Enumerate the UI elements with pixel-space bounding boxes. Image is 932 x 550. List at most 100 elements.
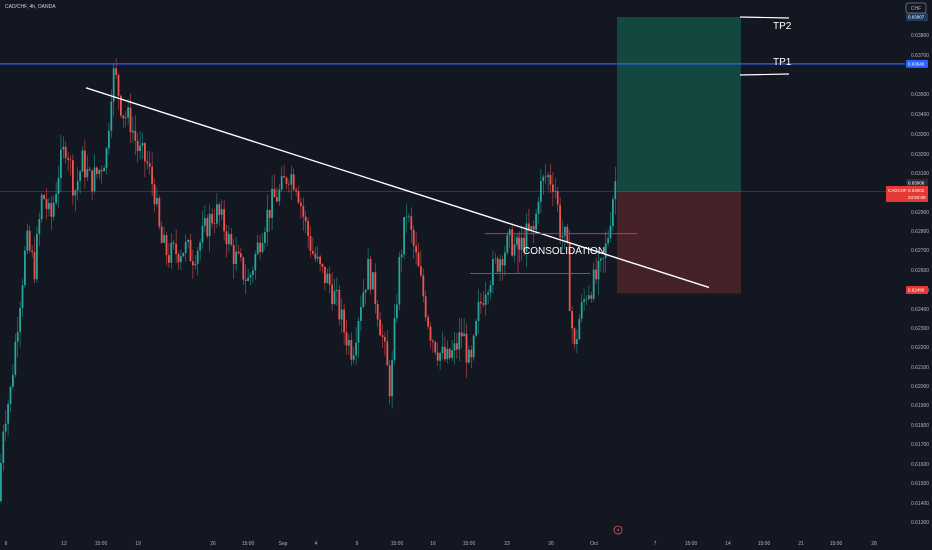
currency-selector[interactable]: CHF <box>905 2 927 14</box>
resistance-price-tag[interactable]: 0.63640 <box>906 59 928 68</box>
candle-body <box>283 176 285 178</box>
candle-up <box>391 350 393 409</box>
candle-up <box>600 256 602 273</box>
symbol-price-tag[interactable]: CADCHF 0.63002 03:50:09 <box>886 186 928 202</box>
candle-down <box>160 221 163 244</box>
candle-body <box>146 161 149 164</box>
candle-up <box>516 235 518 248</box>
candle-body <box>600 258 602 261</box>
candle-body <box>489 285 492 293</box>
candle-body <box>470 349 473 358</box>
candle-up <box>290 165 293 200</box>
stop-price-tag[interactable]: 0.62490 <box>906 286 928 294</box>
candle-down <box>331 272 333 311</box>
candle-body <box>494 258 497 260</box>
candle-down <box>573 326 576 350</box>
candle-down <box>410 207 413 243</box>
candle-body <box>307 221 309 237</box>
candle-body <box>583 299 585 302</box>
time-axis[interactable]: 6 12 15:00 19 26 15:00 Sep 4 9 15:00 16 15:00 23 26 Oc… <box>5 541 877 547</box>
candle-down <box>590 291 593 304</box>
candle-up <box>180 249 182 271</box>
candle-body <box>446 348 449 360</box>
alert-icon[interactable] <box>613 525 623 535</box>
candle-body <box>194 263 197 266</box>
candle-body <box>48 202 50 210</box>
candle-down <box>324 266 326 291</box>
candle-body <box>328 273 331 285</box>
candle-body <box>151 166 153 185</box>
candle-up <box>580 294 583 323</box>
tp2-price-tag[interactable]: 0.63907 <box>906 13 928 21</box>
candle-body <box>33 252 36 280</box>
candle-body <box>115 68 117 75</box>
candle-down <box>64 141 67 164</box>
candle-body <box>9 386 12 405</box>
candle-up <box>393 304 396 364</box>
candle-body <box>374 272 377 304</box>
candle-body <box>568 242 571 312</box>
tp2-line[interactable] <box>739 16 790 19</box>
candle-body <box>573 328 576 345</box>
candle-down <box>288 179 290 193</box>
candle-up <box>508 228 511 249</box>
candle-down <box>338 285 341 326</box>
y-tick-label: 0.61600 <box>911 462 929 468</box>
y-tick-label: 0.62300 <box>911 326 929 332</box>
candle-body <box>576 339 578 345</box>
candle-up <box>235 236 237 272</box>
candle-body <box>19 308 21 332</box>
candle-body <box>132 130 134 133</box>
candle-body <box>357 320 360 343</box>
candle-body <box>391 360 393 397</box>
consolidation-label: CONSOLIDATION <box>523 246 605 257</box>
candle-body <box>592 269 595 299</box>
candle-body <box>504 252 506 266</box>
x-tick-label: 23 <box>504 541 510 547</box>
price-tag-1[interactable]: 0.63008 <box>906 179 928 187</box>
candle-down <box>175 229 177 264</box>
candle-down <box>33 237 36 284</box>
candle-down <box>91 170 93 200</box>
candle-down <box>225 225 228 258</box>
candle-up <box>139 131 141 160</box>
candle-up <box>487 289 489 305</box>
candle-body <box>165 235 168 256</box>
candle-body <box>230 233 233 245</box>
candle-body <box>297 191 300 203</box>
candle-body <box>240 253 242 258</box>
candle-down <box>444 336 446 362</box>
candle-up <box>60 134 62 192</box>
candle-body <box>602 257 605 259</box>
candle-up <box>254 250 257 280</box>
candle-body <box>81 150 84 172</box>
candle-body <box>352 355 355 360</box>
candle-up <box>40 192 43 223</box>
x-tick-label: 15:00 <box>95 541 108 547</box>
x-tick-label: 16 <box>430 541 436 547</box>
candle-body <box>321 264 324 267</box>
candle-up <box>362 279 365 309</box>
profit-zone[interactable] <box>617 17 741 192</box>
candle-up <box>398 251 401 311</box>
y-tick-label: 0.61900 <box>911 403 929 409</box>
candle-body <box>4 423 7 432</box>
candle-body <box>607 238 609 244</box>
candle-body <box>172 242 175 244</box>
loss-zone[interactable] <box>617 191 741 294</box>
candle-up <box>585 294 588 306</box>
downtrend-line[interactable] <box>85 87 710 289</box>
candle-up <box>52 195 55 221</box>
tp1-line[interactable] <box>739 73 790 76</box>
candle-body <box>340 309 343 320</box>
candle-up <box>535 208 537 233</box>
candle-down <box>206 214 209 239</box>
candle-up <box>364 289 367 305</box>
candle-body <box>453 343 456 351</box>
candle-up <box>609 212 612 242</box>
candle-body <box>436 352 439 361</box>
candle-up <box>405 203 408 233</box>
candle-body <box>103 167 105 172</box>
candle-up <box>280 166 283 192</box>
